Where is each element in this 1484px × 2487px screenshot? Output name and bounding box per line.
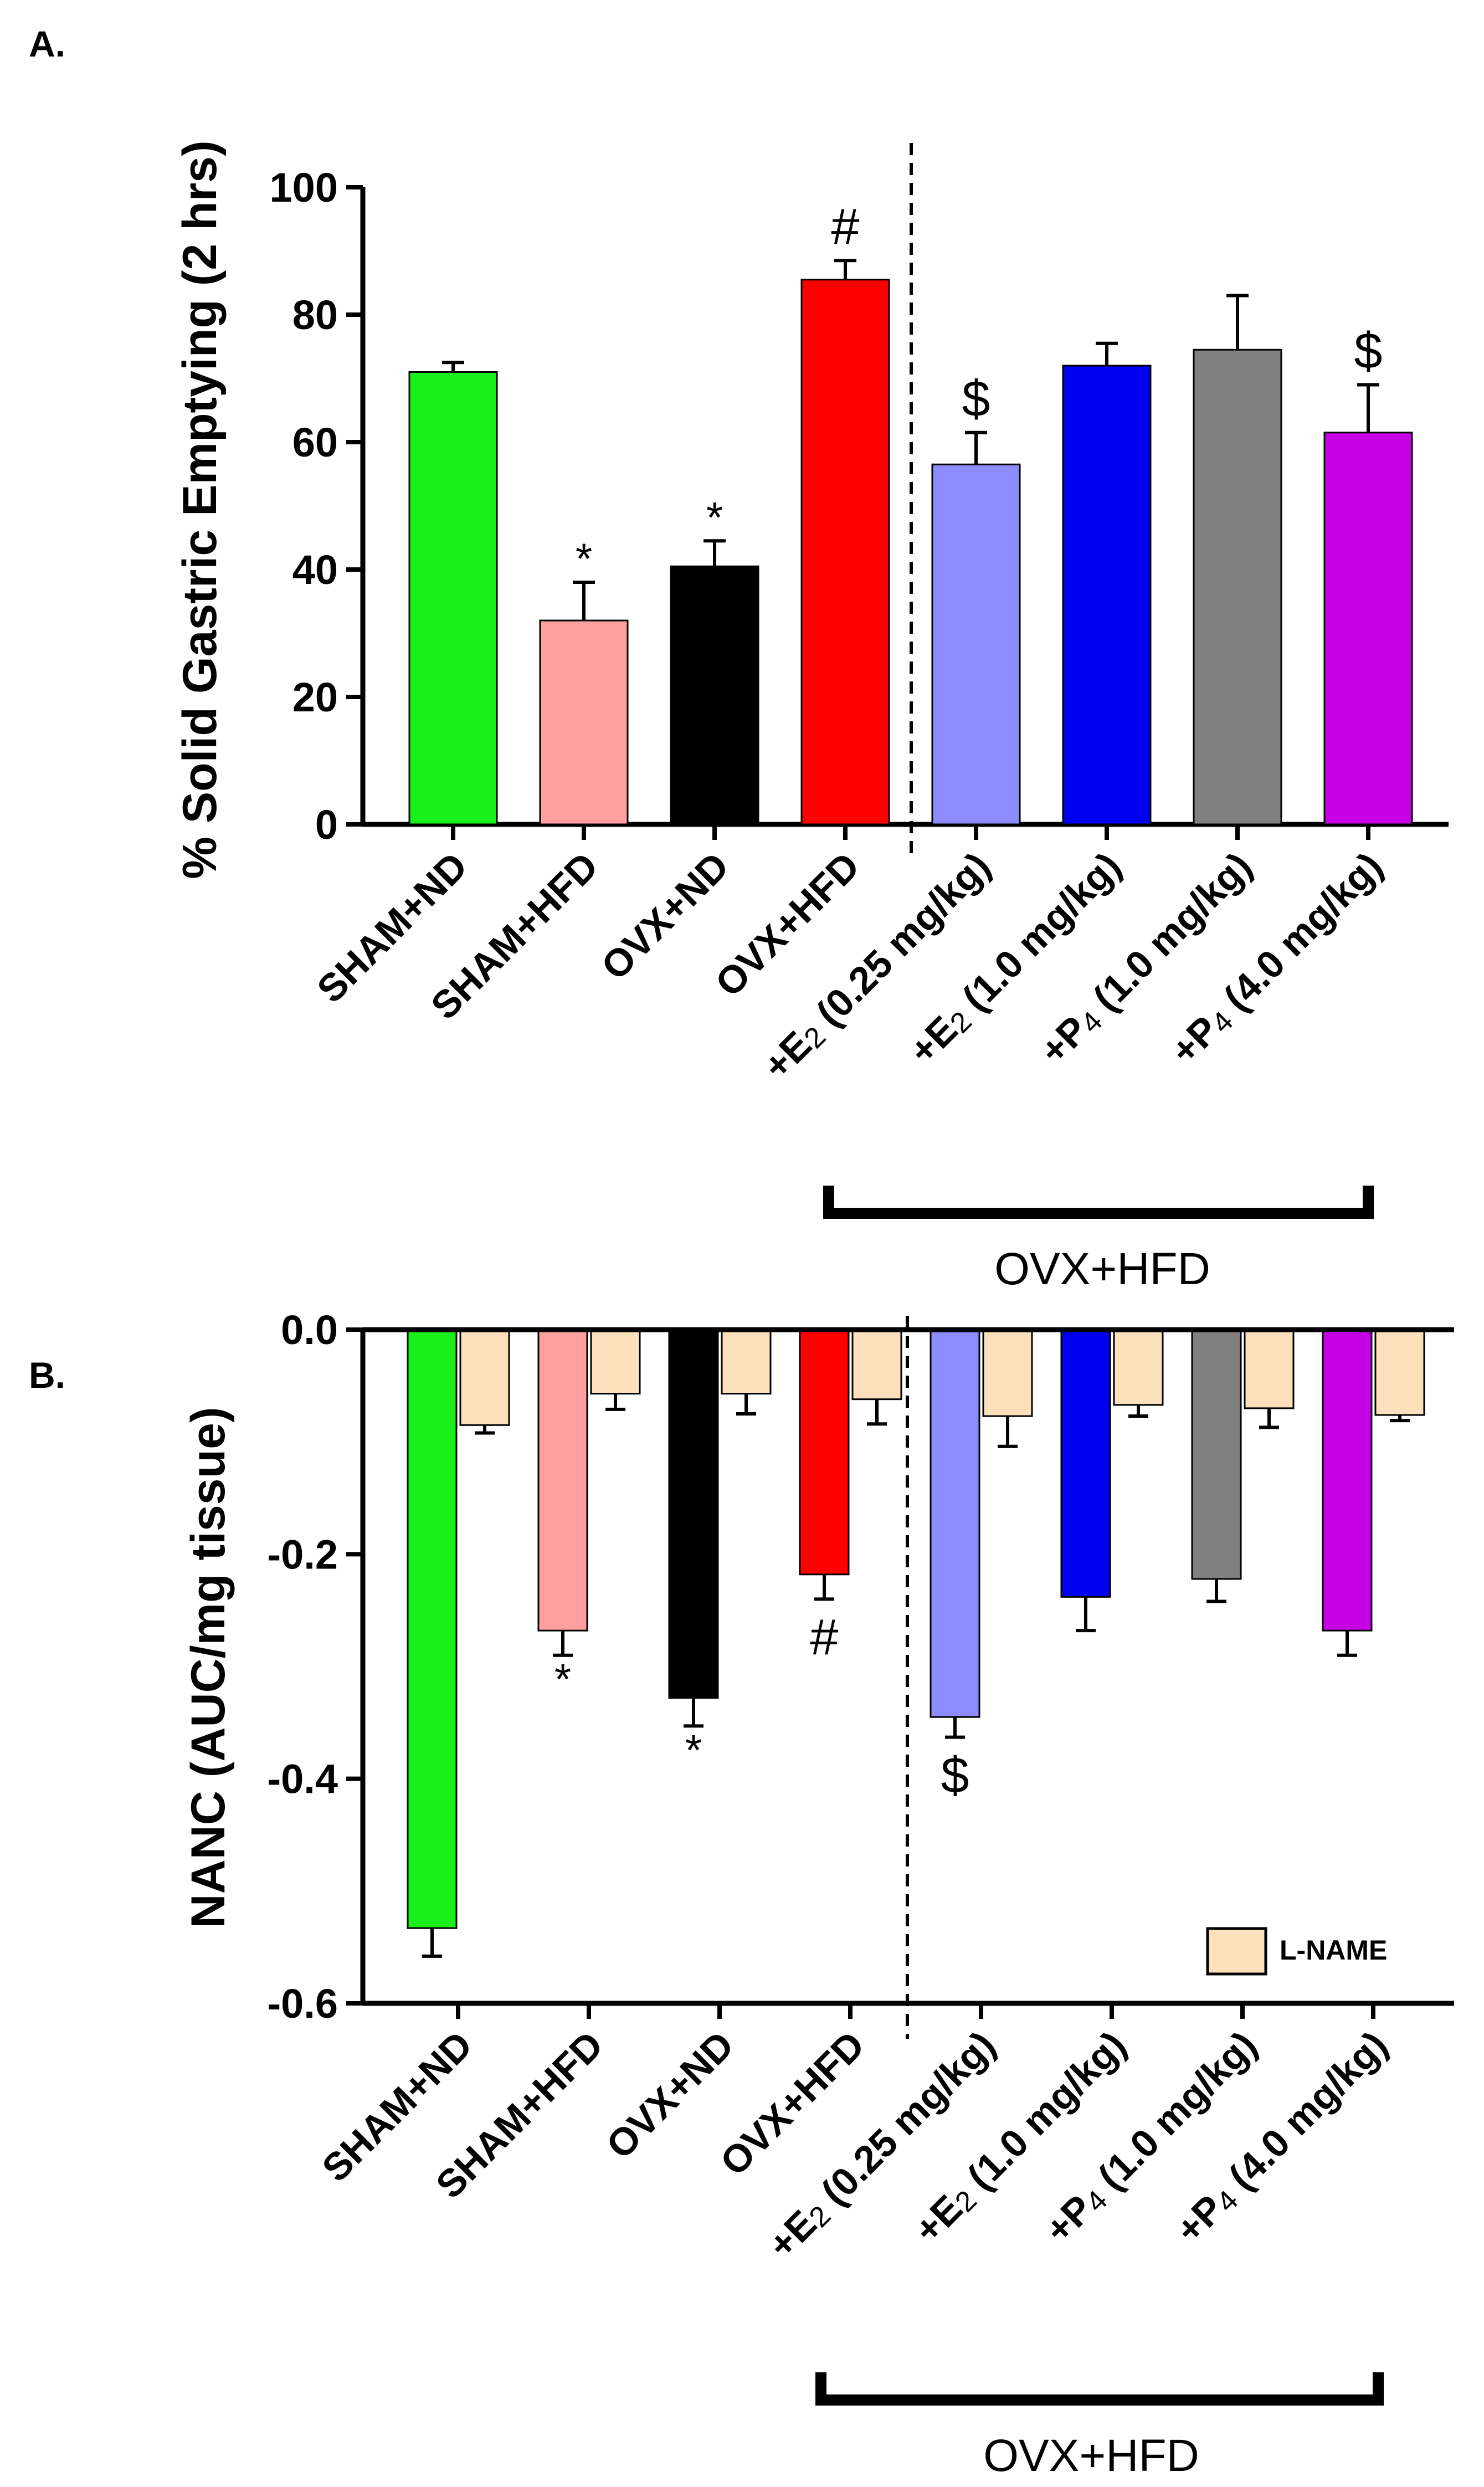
panel-a-bracket-label: OVX+HFD [994, 1244, 1210, 1294]
bar-p4-1-0-mg-kg [1191, 1329, 1242, 1580]
bar-ovx-nd [670, 565, 759, 825]
panel-b-annotation: * [554, 1655, 571, 1704]
panel-b-annotation: $ [941, 1747, 969, 1804]
panel-b-y-tick-label: -0.6 [267, 1981, 338, 2027]
panel-a-annotation: # [831, 198, 859, 255]
bar-l-name-sham-hfd [590, 1329, 641, 1395]
bar-e2-1-0-mg-kg [1062, 365, 1152, 825]
bar-l-name-p4-4-0-mg-kg [1374, 1329, 1425, 1416]
panel-a-y-tick-label: 20 [292, 674, 338, 720]
panel-b-bracket [815, 2372, 1384, 2406]
bar-l-name-ovx-hfd [851, 1329, 902, 1401]
panel-a-y-tick-label: 80 [292, 292, 338, 338]
panel-a-bracket [823, 1186, 1374, 1219]
bar-l-name-sham-nd [459, 1329, 510, 1426]
panel-a-y-axis-label: % Solid Gastric Emptying (2 hrs) [173, 140, 227, 879]
bar-p4-4-0-mg-kg [1322, 1329, 1373, 1632]
bar-e2-0-25-mg-kg [931, 463, 1021, 825]
panel-a-y-tick-label: 60 [292, 419, 338, 465]
panel-a-chart: 020406080100SHAM+NDSHAM+HFD*OVX+ND*OVX+H… [270, 143, 1449, 1219]
panel-b-y-tick-label: -0.2 [267, 1531, 338, 1577]
panel-a-annotation: * [576, 534, 592, 583]
bar-l-name-e2-0-25-mg-kg [982, 1329, 1033, 1417]
panel-a-category-label: +E2 (0.25 mg/kg) [754, 844, 999, 1089]
panel-b-y-axis-label: NANC (AUC/mg tissue) [182, 1407, 235, 1928]
panel-a-annotation: $ [962, 371, 990, 427]
panel-a-y-tick-label: 40 [292, 547, 338, 593]
legend-label-l-name: L-NAME [1280, 1935, 1387, 1966]
panel-b-letter: B. [29, 1355, 65, 1396]
bar-l-name-p4-1-0-mg-kg [1244, 1329, 1295, 1409]
bar-sham-nd [407, 1329, 458, 1929]
panel-b-annotation: # [810, 1609, 838, 1665]
legend-swatch-l-name [1206, 1927, 1267, 1976]
panel-b-chart: 0.0-0.2-0.4-0.6SHAM+NDSHAM+HFD*OVX+ND*OV… [267, 1307, 1454, 2406]
panel-b-y-tick-label: -0.4 [267, 1756, 338, 1802]
bar-ovx-nd [668, 1329, 719, 1699]
bar-e2-0-25-mg-kg [930, 1329, 980, 1718]
bar-p4-4-0-mg-kg [1323, 432, 1413, 825]
panel-b-bracket-label: OVX+HFD [983, 2430, 1199, 2481]
bar-sham-nd [408, 371, 498, 825]
bar-sham-hfd [537, 1329, 588, 1632]
bar-ovx-hfd [799, 1329, 850, 1576]
bar-e2-1-0-mg-kg [1060, 1329, 1111, 1598]
panel-a-y-tick-label: 0 [315, 802, 338, 848]
panel-b-category-label: +E2 (0.25 mg/kg) [759, 2023, 1004, 2268]
bar-p4-1-0-mg-kg [1193, 348, 1282, 825]
panel-b-annotation: * [685, 1725, 702, 1774]
panel-a-annotation: * [706, 493, 723, 541]
bar-l-name-ovx-nd [721, 1329, 772, 1395]
bar-l-name-e2-1-0-mg-kg [1113, 1329, 1164, 1406]
bar-ovx-hfd [800, 279, 890, 825]
panel-b-legend: L-NAME [1206, 1927, 1387, 1976]
panel-b-y-tick-label: 0.0 [281, 1307, 338, 1353]
panel-a-y-tick-label: 100 [270, 165, 338, 211]
bar-sham-hfd [539, 619, 629, 825]
panel-a-annotation: $ [1354, 323, 1382, 380]
panel-a-letter: A. [29, 23, 65, 64]
